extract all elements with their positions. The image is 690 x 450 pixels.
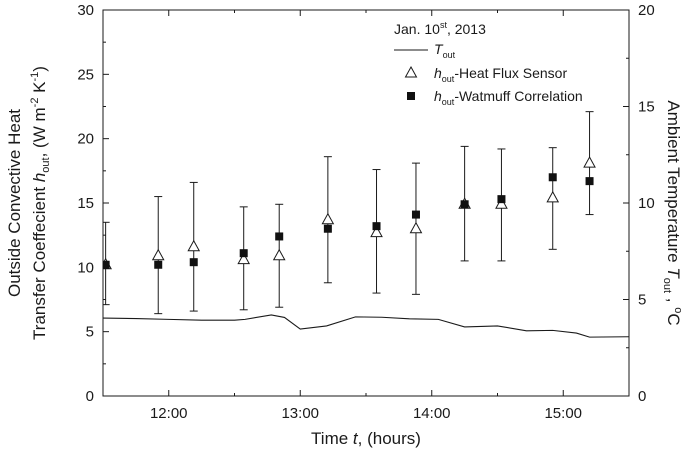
- y-right-tick-label: 5: [638, 292, 646, 309]
- watmuff-point: [585, 177, 594, 186]
- heat-flux-point: [546, 190, 560, 203]
- y-right-tick-label: 0: [638, 388, 646, 405]
- y-right-tick-label: 10: [638, 195, 655, 212]
- x-axis: 12:00 13:00 14:00 15:00: [102, 10, 630, 422]
- x-tick-label: 14:00: [413, 405, 451, 422]
- series-2: [103, 173, 594, 269]
- y-axis-left-label: Outside Convective Heat Transfer Coeffec…: [5, 66, 52, 340]
- y-axis-right: 0 5 10 15 20: [623, 2, 655, 405]
- y-left-tick-label: 10: [77, 259, 94, 276]
- heat-flux-point: [272, 248, 286, 261]
- x-tick-label: 13:00: [281, 405, 319, 422]
- heat-flux-point: [583, 156, 596, 168]
- y-left-tick-label: 25: [77, 66, 94, 83]
- legend-label-heat-flux: hout-Heat Flux Sensor: [434, 65, 567, 84]
- x-tick-label: 12:00: [150, 405, 188, 422]
- heat-flux-point: [409, 221, 423, 234]
- y-left-tick-label: 5: [86, 324, 94, 341]
- heat-flux-point: [495, 197, 508, 209]
- watmuff-point: [372, 222, 381, 231]
- series-0: [103, 314, 629, 338]
- legend-square-marker: [407, 92, 415, 100]
- legend-triangle-marker: [404, 65, 418, 78]
- y-left-tick-label: 20: [77, 131, 94, 148]
- y-right-tick-label: 20: [638, 2, 655, 19]
- heat-flux-point: [187, 239, 201, 252]
- y-left-tick-label: 0: [86, 388, 94, 405]
- watmuff-point: [189, 258, 198, 267]
- watmuff-point: [103, 260, 110, 269]
- y-left-tick-label: 15: [77, 195, 94, 212]
- heat-flux-point: [237, 252, 251, 265]
- watmuff-point: [548, 173, 557, 182]
- legend-header: Jan. 10st, 2013: [394, 20, 486, 37]
- watmuff-point: [497, 195, 506, 204]
- heat-flux-point: [151, 248, 165, 261]
- series-layer: [103, 111, 629, 338]
- heat-flux-point: [370, 225, 383, 238]
- legend-label-watmuff: hout-Watmuff Correlation: [434, 88, 583, 107]
- watmuff-point: [154, 260, 163, 269]
- y-right-tick-label: 15: [638, 99, 655, 116]
- series-1: [103, 111, 596, 315]
- legend-label-tout: Tout: [434, 41, 456, 60]
- watmuff-point: [275, 232, 284, 241]
- y-axis-left-label-line2: Transfer Coeffecient hout, (W m-2 K-1): [29, 66, 52, 340]
- y-axis-left-label-line1: Outside Convective Heat: [5, 109, 24, 297]
- tout-line: [103, 314, 629, 338]
- watmuff-point: [460, 200, 469, 209]
- y-axis-right-label: Ambient Temperature Tout , oC: [661, 100, 684, 325]
- y-axis-left: 0 5 10 15 20 25 30: [77, 2, 109, 405]
- watmuff-point: [323, 224, 332, 233]
- x-axis-label: Time t, (hours): [311, 429, 421, 448]
- watmuff-point: [239, 249, 248, 258]
- x-tick-label: 15:00: [544, 405, 582, 422]
- legend: Jan. 10st, 2013 Tout hout-Heat Flux Sens…: [394, 20, 583, 107]
- heat-flux-point: [321, 212, 335, 225]
- y-left-tick-label: 30: [77, 2, 94, 19]
- watmuff-point: [411, 210, 420, 219]
